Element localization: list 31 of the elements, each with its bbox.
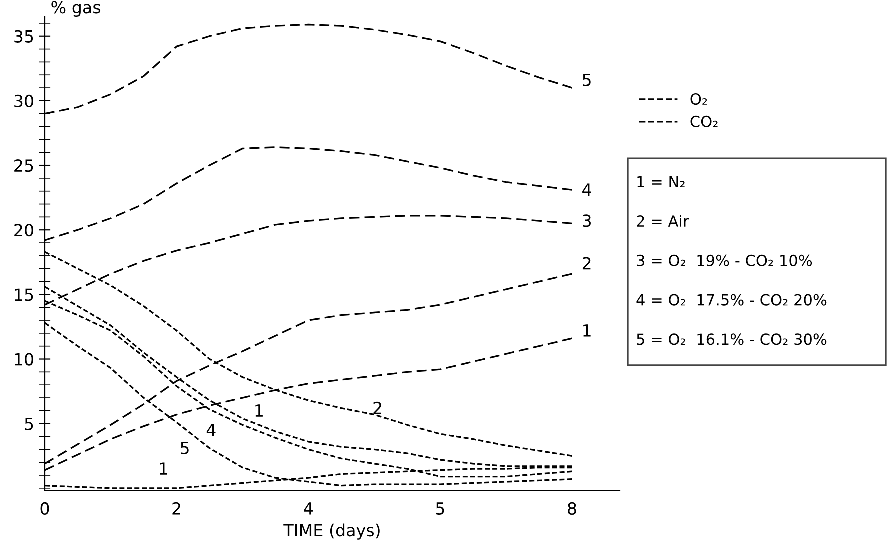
x-tick-label: 0	[40, 502, 50, 516]
x-tick-label: 5	[436, 502, 444, 516]
annotation: 2	[374, 402, 382, 414]
text: 5 = O₂ 16.1% - CO₂ 30%	[637, 334, 827, 346]
annotation: 1	[256, 404, 263, 417]
annotation: 1	[584, 324, 591, 337]
legend-label: O₂	[690, 93, 708, 106]
x-tick-label: 2	[172, 502, 180, 515]
annotation: 5	[181, 442, 189, 455]
annotation: 4	[206, 424, 216, 436]
y-tick-label: 5	[25, 418, 34, 430]
x-axis-title: TIME (days)	[284, 524, 380, 540]
y-tick-label: 10	[15, 353, 34, 366]
y-tick-label: 35	[14, 30, 34, 43]
legend-label: CO₂	[690, 116, 718, 128]
annotation: 3	[583, 214, 592, 228]
x-tick-label: 4	[304, 502, 313, 515]
annotation: 4	[582, 184, 592, 196]
y-tick-label: 30	[14, 94, 34, 108]
text: 4 = O₂ 17.5% - CO₂ 20%	[636, 294, 827, 306]
text: 3 = O₂ 19% - CO₂ 10%	[637, 254, 812, 266]
annotation: 2	[582, 257, 591, 270]
y-tick-label: 25	[14, 159, 34, 172]
y-tick-label: 20	[14, 224, 34, 237]
text: 1 = N₂	[638, 176, 685, 188]
y-axis-title: % gas	[52, 1, 101, 17]
text: 2 = Air	[637, 215, 690, 227]
x-tick-label: 8	[568, 502, 576, 516]
annotation: 1	[160, 462, 168, 475]
annotation: 5	[583, 74, 591, 86]
y-tick-label: 15	[15, 288, 34, 302]
